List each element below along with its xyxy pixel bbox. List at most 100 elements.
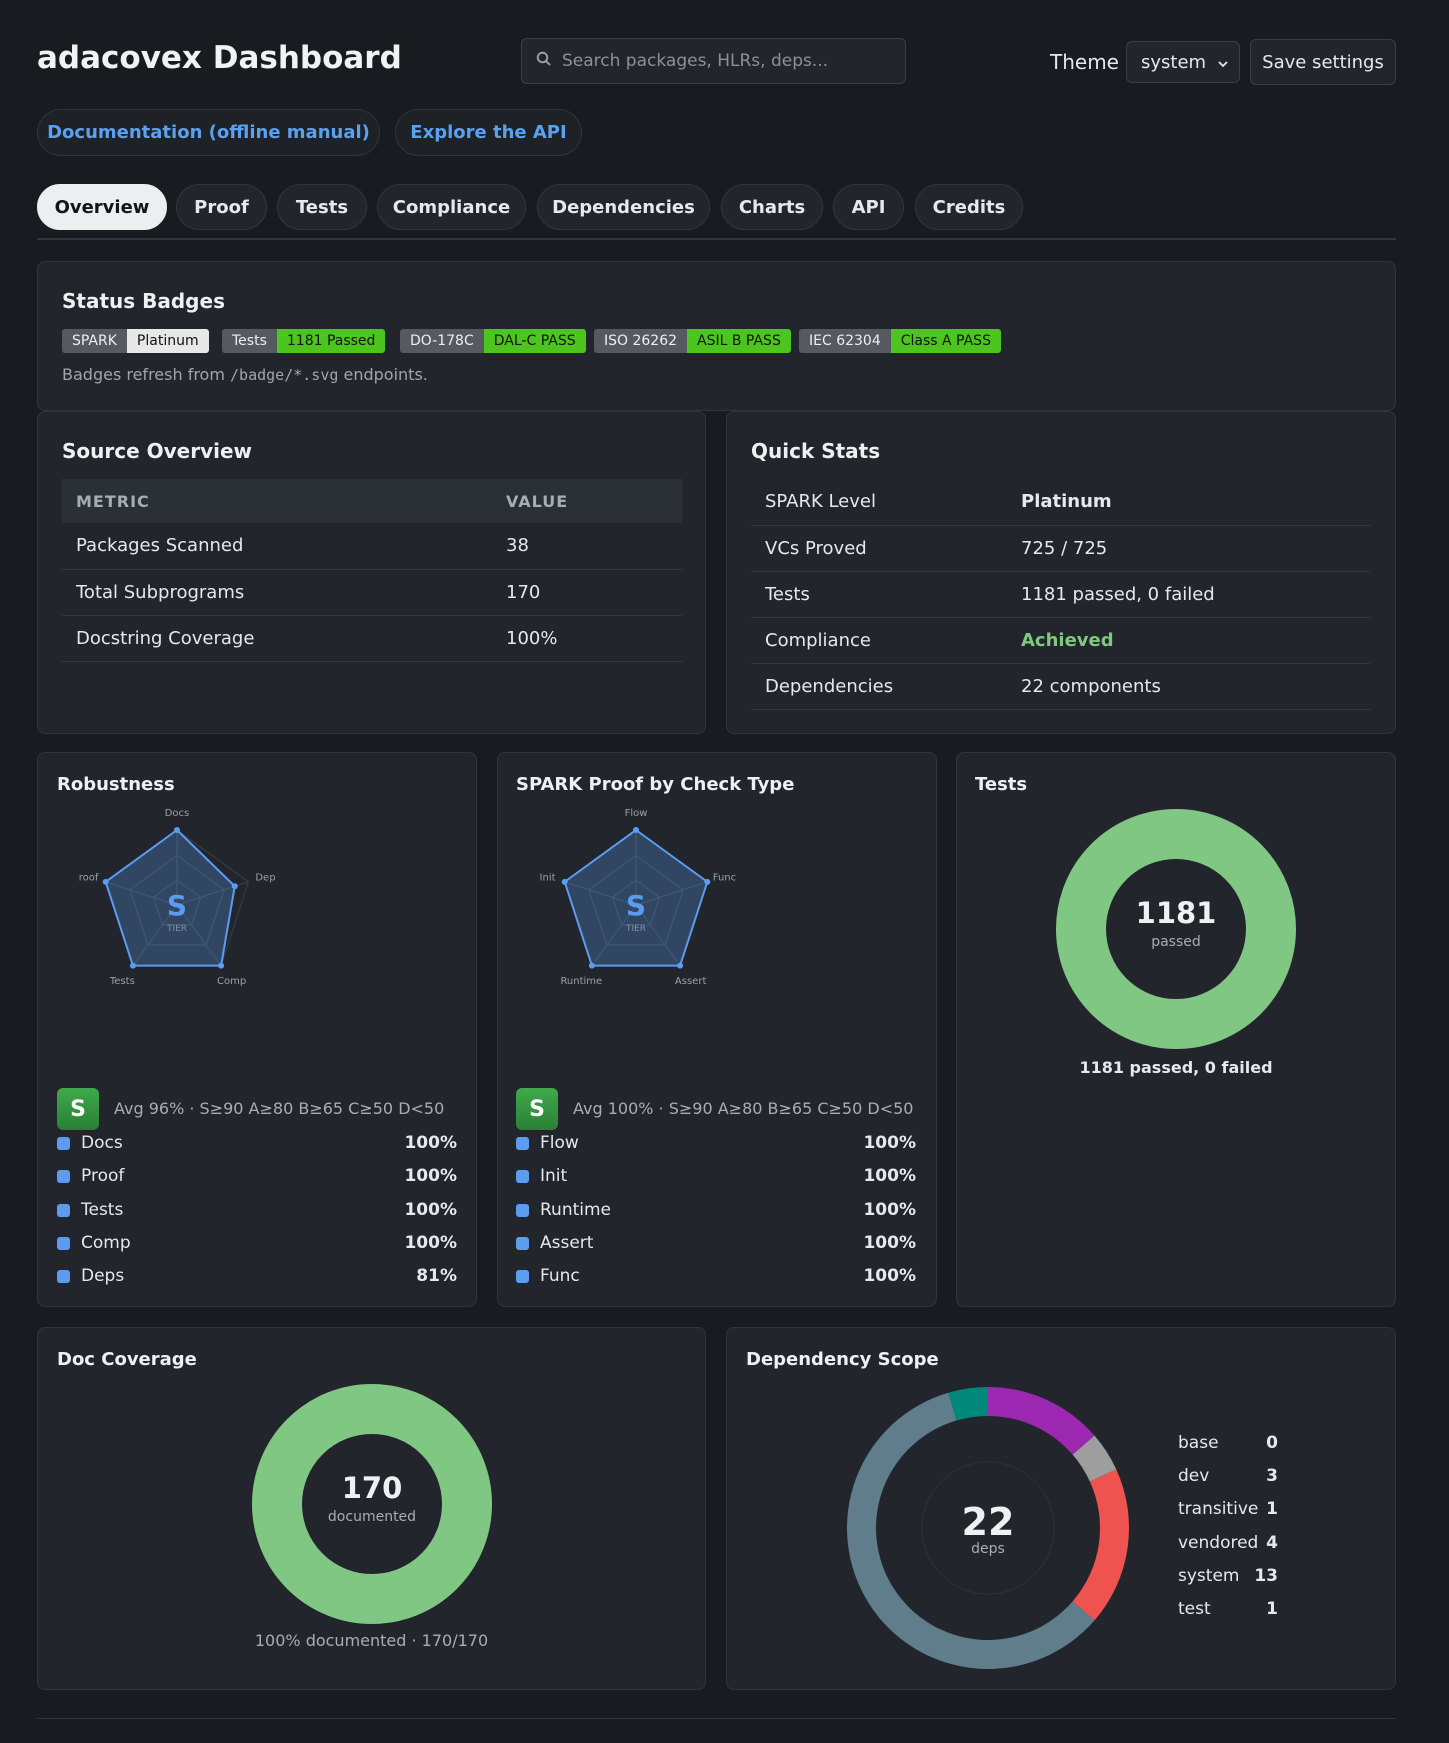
radar-axis-label: Docs — [165, 808, 190, 819]
donut-slice-transitive — [1072, 1435, 1117, 1482]
search-box[interactable] — [521, 38, 906, 84]
legend-swatch — [57, 1269, 70, 1283]
robustness-card — [37, 752, 477, 1307]
legend-label: Runtime — [540, 1200, 612, 1220]
search-icon — [536, 51, 552, 71]
radar-axis-label: Tests — [109, 976, 135, 987]
tab-compliance[interactable]: Compliance — [377, 184, 526, 230]
donut-slice-passed — [1056, 809, 1296, 1049]
documentation-link[interactable]: Documentation (offline manual) — [37, 109, 380, 156]
table-row: Compliance Achieved — [751, 617, 1370, 664]
legend-swatch — [57, 1203, 70, 1217]
dep-legend-count: 13 — [1254, 1566, 1278, 1586]
tab-overview[interactable]: Overview — [37, 184, 167, 230]
tests-center-value: 1181 — [1136, 896, 1217, 930]
badge-value: 1181 Passed — [276, 329, 386, 353]
legend-label: Deps — [81, 1266, 125, 1286]
spark-proof-card — [497, 752, 937, 1307]
spark-proof-title: SPARK Proof by Check Type — [516, 774, 795, 795]
legend-label: Flow — [540, 1133, 579, 1153]
legend-item: Func 100% — [516, 1265, 916, 1287]
legend-item: Assert 100% — [516, 1232, 916, 1254]
table-row: SPARK Level Platinum — [751, 479, 1370, 526]
robustness-title: Robustness — [57, 774, 175, 795]
radar-tier-sub: TIER — [625, 924, 646, 934]
legend-swatch — [516, 1136, 529, 1150]
table-row: Docstring Coverage 100% — [62, 615, 682, 662]
legend-swatch — [57, 1136, 70, 1150]
dep-legend-count: 3 — [1266, 1466, 1278, 1486]
footer-divider — [37, 1718, 1396, 1719]
note-prefix: Badges refresh from — [62, 365, 225, 384]
radar-grid-ring — [129, 854, 225, 946]
search-input[interactable] — [562, 51, 892, 71]
legend-label: Comp — [81, 1233, 131, 1253]
dep-legend-count: 0 — [1266, 1433, 1278, 1453]
doc-coverage-title: Doc Coverage — [57, 1349, 197, 1370]
tab-charts[interactable]: Charts — [721, 184, 823, 230]
badge-value: Class A PASS — [890, 329, 1001, 353]
radar-tier-letter: S — [626, 889, 646, 922]
legend-item: Flow 100% — [516, 1132, 916, 1154]
tab-credits[interactable]: Credits — [915, 184, 1023, 230]
dep-legend-label: system — [1178, 1566, 1240, 1586]
legend-value: 100% — [404, 1133, 457, 1153]
radar-point — [102, 878, 109, 885]
donut-slice-documented — [252, 1384, 492, 1624]
theme-select-value: system — [1141, 51, 1207, 73]
radar-tier-letter: S — [167, 889, 187, 922]
spark-proof-summary: Avg 100% · S≥90 A≥80 B≥65 C≥50 D<50 — [573, 1099, 914, 1118]
stat-value: 725 / 725 — [1007, 525, 1370, 572]
donut-slice-vendored — [1072, 1469, 1129, 1621]
dep-legend-label: base — [1178, 1433, 1219, 1453]
theme-select[interactable]: system — [1126, 41, 1240, 83]
radar-spoke — [132, 904, 178, 966]
legend-value: 100% — [863, 1133, 916, 1153]
doc-center-label: documented — [328, 1509, 416, 1525]
metric-cell: Docstring Coverage — [62, 615, 492, 662]
radar-axis-label: roof — [79, 872, 99, 883]
compliance-status: Achieved — [1007, 617, 1370, 664]
theme-label: Theme — [1050, 50, 1119, 74]
dep-legend-label: transitive — [1178, 1499, 1259, 1519]
legend-label: Func — [540, 1266, 580, 1286]
stat-value: Platinum — [1007, 479, 1370, 526]
stat-label: Tests — [751, 571, 1007, 618]
table-row: Dependencies 22 components — [751, 663, 1370, 710]
dep-legend-item: system 13 — [1178, 1566, 1278, 1588]
tab-proof[interactable]: Proof — [176, 184, 267, 230]
explore-api-link[interactable]: Explore the API — [395, 109, 582, 156]
badge-spark: SPARK Platinum — [62, 329, 209, 353]
radar-axis-label: Comp — [217, 976, 246, 987]
dep-center-value: 22 — [962, 1500, 1015, 1544]
doc-coverage-donut: 170 documented — [252, 1384, 492, 1624]
stat-label: Compliance — [751, 617, 1007, 664]
radar-axis-label: Flow — [625, 808, 648, 819]
tab-dependencies[interactable]: Dependencies — [537, 184, 710, 230]
tab-tests[interactable]: Tests — [277, 184, 367, 230]
legend-value: 100% — [404, 1200, 457, 1220]
badge-value: ASIL B PASS — [687, 329, 791, 353]
radar-axis-label: Init — [540, 872, 556, 883]
radar-point — [129, 962, 136, 969]
radar-axis-label: Runtime — [560, 976, 602, 987]
legend-value: 100% — [863, 1200, 916, 1220]
legend-item: Init 100% — [516, 1165, 916, 1187]
column-header: METRIC — [62, 479, 492, 523]
save-settings-button[interactable]: Save settings — [1250, 39, 1396, 85]
spark-proof-radar: Flow Func Assert Runtime Init S TIER — [540, 808, 737, 987]
radar-grid-ring — [588, 854, 684, 946]
radar-axis-label: Dep — [255, 872, 275, 883]
legend-label: Proof — [81, 1166, 125, 1186]
tab-api[interactable]: API — [833, 184, 904, 230]
radar-point — [704, 878, 711, 885]
radar-grid-ring — [152, 879, 202, 926]
legend-item: Proof 100% — [57, 1165, 457, 1187]
dep-legend-item: vendored 4 — [1178, 1533, 1278, 1555]
doc-center-value: 170 — [342, 1471, 403, 1505]
legend-value: 100% — [863, 1233, 916, 1253]
badge-key: ISO 26262 — [594, 329, 688, 353]
legend-item: Deps 81% — [57, 1265, 457, 1287]
legend-swatch — [516, 1169, 529, 1183]
radar-point — [677, 962, 684, 969]
